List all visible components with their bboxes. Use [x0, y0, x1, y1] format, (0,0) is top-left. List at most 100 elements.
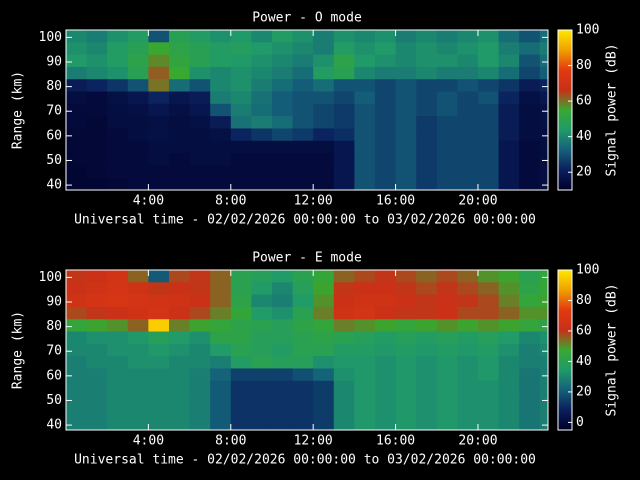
- heatmap-cell: [313, 128, 335, 142]
- heatmap-cell: [230, 294, 252, 308]
- heatmap-cell: [107, 42, 129, 56]
- heatmap-cell: [271, 165, 293, 179]
- heatmap-cell: [457, 177, 479, 191]
- colorbar-tick-label: 100: [576, 23, 599, 38]
- heatmap-cell: [416, 319, 438, 332]
- heatmap-cell: [168, 331, 190, 345]
- heatmap-cell: [519, 393, 541, 406]
- heatmap-cell: [436, 42, 458, 56]
- heatmap-cell: [539, 405, 549, 419]
- colorbar-label: Signal power (dB): [605, 43, 620, 176]
- heatmap-cell: [66, 177, 87, 191]
- heatmap-cell: [477, 319, 499, 332]
- heatmap-cell: [498, 42, 520, 56]
- heatmap-cell: [107, 343, 129, 357]
- heatmap-cell: [519, 79, 541, 92]
- heatmap-cell: [107, 270, 129, 283]
- heatmap-cell: [498, 405, 520, 419]
- heatmap-cell: [498, 91, 520, 105]
- heatmap-cell: [333, 42, 355, 56]
- heatmap-cell: [66, 270, 87, 283]
- heatmap-cell: [127, 405, 149, 419]
- heatmap-cell: [292, 380, 314, 394]
- heatmap-cell: [395, 380, 417, 394]
- heatmap-cell: [127, 153, 149, 166]
- heatmap-cell: [539, 417, 549, 431]
- heatmap-cell: [333, 270, 355, 283]
- heatmap-cell: [313, 282, 335, 296]
- x-tick-label: 16:00: [376, 434, 415, 449]
- heatmap-cell: [86, 319, 108, 332]
- heatmap-cell: [333, 356, 355, 369]
- heatmap-cell: [477, 116, 499, 129]
- heatmap-cell: [292, 66, 314, 80]
- heatmap-cell: [148, 153, 170, 166]
- heatmap-cell: [457, 128, 479, 142]
- heatmap-cell: [86, 393, 108, 406]
- heatmap-cell: [127, 356, 149, 369]
- heatmap-cell: [148, 66, 170, 80]
- heatmap-cell: [333, 405, 355, 419]
- heatmap-cell: [374, 165, 396, 179]
- heatmap-cell: [107, 91, 129, 105]
- heatmap-cell: [519, 153, 541, 166]
- heatmap-cell: [539, 306, 549, 320]
- heatmap-cell: [189, 128, 211, 142]
- heatmap-cell: [107, 79, 129, 92]
- heatmap-cell: [86, 343, 108, 357]
- heatmap-cell: [498, 153, 520, 166]
- heatmap-cell: [292, 356, 314, 369]
- heatmap-cell: [271, 319, 293, 332]
- heatmap-cell: [251, 66, 273, 80]
- heatmap-cell: [354, 282, 376, 296]
- heatmap-cell: [107, 177, 129, 191]
- heatmap-cell: [374, 116, 396, 129]
- heatmap-cell: [251, 165, 273, 179]
- heatmap-cell: [395, 140, 417, 154]
- heatmap-cell: [477, 282, 499, 296]
- heatmap-cell: [168, 306, 190, 320]
- chart-title: Power - O mode: [252, 11, 362, 26]
- heatmap-cell: [292, 270, 314, 283]
- colorbar: [558, 30, 572, 190]
- heatmap-cell: [354, 368, 376, 382]
- heatmap-cell: [107, 368, 129, 382]
- heatmap-cell: [374, 66, 396, 80]
- heatmap-cell: [107, 319, 129, 332]
- y-tick-label: 70: [46, 104, 62, 119]
- heatmap-cell: [477, 405, 499, 419]
- heatmap-cell: [107, 116, 129, 129]
- heatmap-cell: [333, 54, 355, 68]
- heatmap-cell: [148, 270, 170, 283]
- heatmap-cell: [354, 42, 376, 56]
- heatmap-cell: [271, 91, 293, 105]
- heatmap-cell: [498, 393, 520, 406]
- heatmap-cell: [395, 356, 417, 369]
- heatmap-cell: [313, 380, 335, 394]
- heatmap-cell: [271, 270, 293, 283]
- heatmap-cell: [168, 91, 190, 105]
- heatmap-cell: [271, 343, 293, 357]
- heatmap-cell: [251, 380, 273, 394]
- y-tick-label: 70: [46, 344, 62, 359]
- heatmap-cell: [395, 417, 417, 431]
- heatmap-cell: [127, 91, 149, 105]
- heatmap-cell: [354, 417, 376, 431]
- heatmap-cell: [519, 417, 541, 431]
- x-tick-label: 4:00: [133, 194, 164, 209]
- heatmap-cell: [66, 294, 87, 308]
- heatmap-cell: [477, 128, 499, 142]
- heatmap-cell: [292, 165, 314, 179]
- heatmap-cell: [210, 282, 232, 296]
- heatmap-cell: [230, 30, 252, 43]
- heatmap-cell: [498, 356, 520, 369]
- heatmap-cell: [416, 294, 438, 308]
- heatmap-cell: [374, 153, 396, 166]
- heatmap-cell: [292, 140, 314, 154]
- colorbar-tick-label: 80: [576, 58, 592, 73]
- heatmap-cell: [107, 30, 129, 43]
- heatmap-cell: [210, 405, 232, 419]
- heatmap-cell: [539, 103, 549, 117]
- heatmap-cell: [436, 91, 458, 105]
- heatmap-cell: [127, 165, 149, 179]
